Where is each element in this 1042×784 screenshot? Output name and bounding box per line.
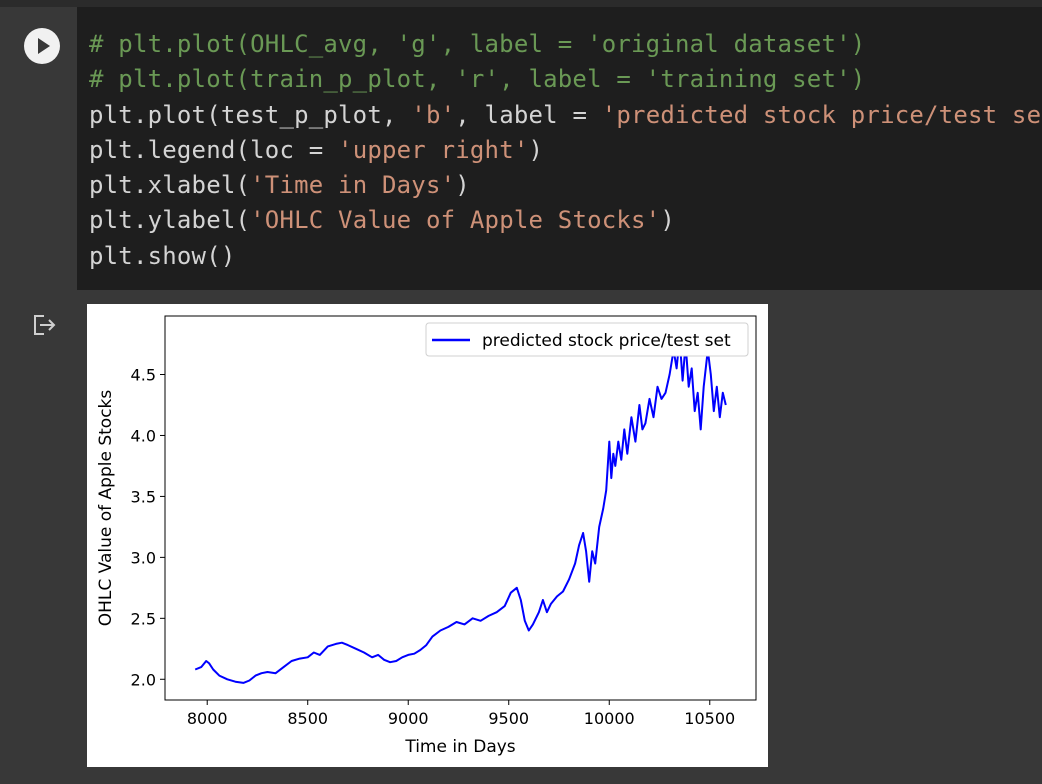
code-token: ) bbox=[528, 135, 544, 164]
code-line[interactable]: plt.legend(loc = 'upper right') bbox=[89, 133, 1042, 168]
code-text[interactable]: # plt.plot(OHLC_avg, 'g', label = 'origi… bbox=[89, 27, 1042, 274]
code-line[interactable]: plt.show() bbox=[89, 239, 1042, 274]
code-editor[interactable]: # plt.plot(OHLC_avg, 'g', label = 'origi… bbox=[77, 7, 1042, 290]
code-comment-token: # plt.plot(train_p_plot, 'r', label = 't… bbox=[89, 65, 866, 94]
code-token: plt.xlabel( bbox=[89, 171, 251, 200]
output-gutter bbox=[0, 290, 87, 784]
code-string-token: 'b' bbox=[411, 100, 456, 129]
legend-box bbox=[425, 322, 749, 357]
x-tick-label: 8500 bbox=[287, 709, 328, 728]
code-comment-token: # plt.plot(OHLC_avg, 'g', label = 'origi… bbox=[89, 30, 866, 58]
series-line-predicted bbox=[194, 336, 727, 684]
axes-frame bbox=[164, 315, 757, 701]
y-tick-label: 4.0 bbox=[131, 426, 156, 445]
x-tick-label: 10000 bbox=[584, 709, 635, 728]
line-chart: 8000 8500 9000 9500 10000 10500 2.0 2.5 3.0 3.5 4.… bbox=[96, 315, 757, 757]
code-token: ) bbox=[660, 206, 675, 235]
x-axis-label: Time in Days bbox=[404, 737, 515, 757]
y-tick-label: 2.0 bbox=[131, 670, 156, 689]
code-line[interactable]: plt.ylabel('OHLC Value of Apple Stocks') bbox=[89, 203, 1042, 238]
code-line[interactable]: # plt.plot(OHLC_avg, 'g', label = 'origi… bbox=[89, 27, 1042, 62]
code-token: plt.plot(test_p_plot, bbox=[89, 100, 412, 129]
plot-output: 8000 8500 9000 9500 10000 10500 2.0 2.5 3.0 3.5 4.… bbox=[87, 304, 768, 767]
legend-entry: predicted stock price/test set bbox=[482, 331, 731, 351]
code-line[interactable]: plt.plot(test_p_plot, 'b', label = 'pred… bbox=[89, 98, 1042, 133]
x-tick-label: 8000 bbox=[187, 709, 228, 728]
y-tick-label: 4.5 bbox=[131, 366, 156, 385]
output-redirect-icon[interactable] bbox=[32, 313, 60, 337]
x-tick-label: 9000 bbox=[388, 709, 429, 728]
code-line[interactable]: plt.xlabel('Time in Days') bbox=[89, 168, 1042, 203]
code-string-token: 'upper right' bbox=[338, 135, 529, 164]
y-tick-label: 3.5 bbox=[131, 487, 156, 506]
y-tick-label: 3.0 bbox=[131, 548, 156, 567]
code-token: plt.legend(loc = bbox=[89, 135, 339, 164]
code-line[interactable]: # plt.plot(train_p_plot, 'r', label = 't… bbox=[89, 62, 1042, 97]
code-token: plt.show() bbox=[89, 241, 236, 270]
x-tick-label: 10500 bbox=[684, 709, 735, 728]
x-tick-label: 9500 bbox=[488, 709, 529, 728]
window-top-bar bbox=[0, 0, 1042, 7]
code-token: , label = bbox=[455, 100, 602, 129]
code-cell: # plt.plot(OHLC_avg, 'g', label = 'origi… bbox=[0, 7, 1042, 290]
y-tick-label: 2.5 bbox=[131, 609, 156, 628]
run-cell-button[interactable] bbox=[24, 28, 60, 64]
code-token: plt.ylabel( bbox=[89, 206, 251, 235]
code-string-token: 'Time in Days' bbox=[250, 171, 456, 200]
code-string-token: 'predicted stock price/test set' bbox=[601, 100, 1042, 129]
chart-legend: predicted stock price/test set bbox=[425, 322, 749, 357]
code-token: ) bbox=[455, 171, 470, 200]
y-axis-label: OHLC Value of Apple Stocks bbox=[96, 390, 116, 627]
play-icon bbox=[38, 38, 50, 54]
cell-gutter bbox=[0, 7, 77, 290]
code-string-token: 'OHLC Value of Apple Stocks' bbox=[250, 206, 661, 235]
